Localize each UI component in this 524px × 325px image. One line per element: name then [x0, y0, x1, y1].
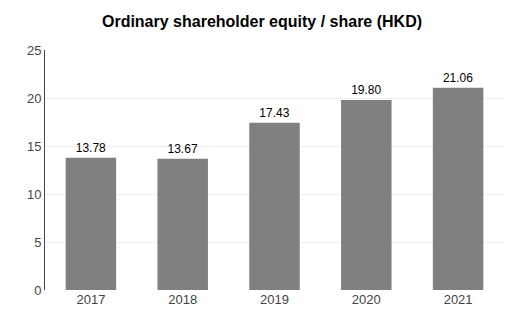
svg-text:5: 5 [34, 235, 41, 250]
svg-text:25: 25 [27, 43, 41, 58]
svg-text:Ordinary shareholder equity /: Ordinary shareholder equity / share (HKD… [102, 13, 422, 30]
svg-text:2020: 2020 [352, 292, 381, 307]
svg-text:10: 10 [27, 187, 41, 202]
svg-text:0: 0 [34, 283, 41, 298]
svg-text:15: 15 [27, 139, 41, 154]
svg-text:13.78: 13.78 [76, 141, 106, 155]
svg-text:2019: 2019 [260, 292, 289, 307]
svg-text:21.06: 21.06 [443, 71, 473, 85]
svg-text:17.43: 17.43 [259, 106, 289, 120]
svg-text:2021: 2021 [444, 292, 473, 307]
svg-text:2017: 2017 [76, 292, 105, 307]
svg-text:20: 20 [27, 91, 41, 106]
svg-text:13.67: 13.67 [168, 142, 198, 156]
svg-text:19.80: 19.80 [351, 83, 381, 97]
svg-text:2018: 2018 [168, 292, 197, 307]
